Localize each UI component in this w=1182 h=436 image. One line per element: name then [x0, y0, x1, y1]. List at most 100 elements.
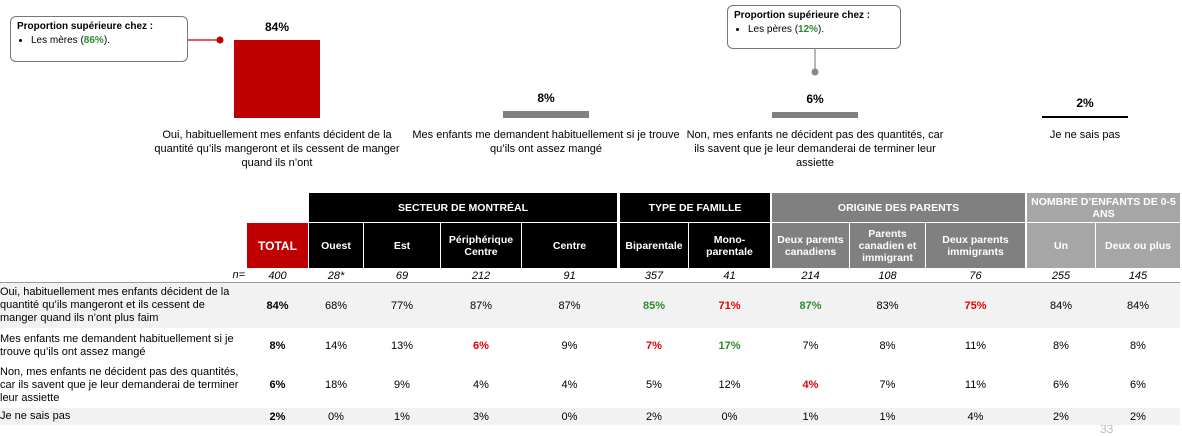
cell: 4%	[967, 410, 984, 423]
cell: 6%	[473, 339, 489, 352]
row-label: Oui, habituellement mes enfants décident…	[0, 286, 230, 324]
cell: 0%	[721, 410, 738, 423]
cell: 11%	[964, 379, 987, 391]
cell: 2%	[1053, 410, 1069, 423]
cell: 84%	[1126, 299, 1150, 312]
column-header: Deux ou plus	[1096, 223, 1180, 268]
callout-list: Les mères (86%).	[17, 34, 181, 48]
cell: 2%	[1130, 410, 1146, 423]
category-label: Oui, habituellement mes enfants décident…	[154, 129, 400, 169]
cell: 8%	[1130, 339, 1146, 352]
callout-highlight: 12%	[798, 24, 819, 35]
cell: 77%	[390, 299, 414, 312]
row-bg	[0, 283, 1180, 328]
column-header: Est	[364, 223, 440, 268]
callout-heading: Proportion supérieure chez :	[734, 10, 871, 21]
connector-dot	[216, 36, 224, 44]
rule	[0, 282, 1180, 283]
callout-item: Les mères (86%).	[31, 34, 181, 48]
cell: 17%	[718, 339, 741, 352]
cell: 75%	[964, 299, 987, 312]
cell: 9%	[394, 379, 410, 391]
cell: 84%	[1049, 299, 1073, 312]
cell: 8%	[879, 339, 896, 352]
bar	[772, 112, 858, 118]
cell: 4%	[473, 379, 489, 391]
cell: 0%	[328, 410, 344, 423]
value-label: 8%	[537, 90, 555, 105]
category-label: Mes enfants me demandent habituellement …	[412, 129, 680, 155]
column-header: Un	[1027, 223, 1095, 268]
n-cell: 255	[1051, 269, 1071, 282]
n-cell: 41	[723, 269, 736, 282]
cell: 1%	[802, 410, 819, 423]
cell: 14%	[324, 339, 348, 352]
row-label: Mes enfants me demandent habituellement …	[0, 332, 234, 358]
cell: 2%	[646, 410, 662, 423]
cell: 8%	[1053, 339, 1069, 352]
cell: 87%	[469, 299, 493, 312]
cell: 5%	[646, 379, 662, 391]
n-cell: 400	[268, 269, 287, 282]
group-header: SECTEUR DE MONTRÉAL	[309, 193, 617, 222]
connectors	[188, 36, 819, 76]
cell: 1%	[879, 410, 896, 423]
n-cell: 212	[471, 269, 491, 282]
cell: 1%	[394, 410, 410, 423]
cell: 11%	[964, 339, 987, 352]
column-header: Mono-parentale	[689, 223, 770, 268]
n-cell: 357	[644, 269, 664, 282]
callout-text: Les mères (	[31, 35, 84, 46]
n-label: n=	[232, 269, 245, 281]
callout: Proportion supérieure chez : Les mères (…	[10, 16, 188, 62]
category-label: Je ne sais pas	[1049, 129, 1121, 141]
group-header: TYPE DE FAMILLE	[620, 193, 770, 222]
row-label: Non, mes enfants ne décident pas des qua…	[0, 365, 239, 404]
column-header: Périphérique Centre	[441, 223, 521, 268]
cell: 6%	[269, 379, 286, 391]
value-label: 6%	[806, 92, 824, 107]
cell: 83%	[876, 299, 899, 312]
n-cell: 145	[1128, 269, 1148, 282]
callout-text: ).	[818, 24, 825, 35]
cell: 4%	[561, 379, 578, 391]
cell: 6%	[1130, 379, 1146, 391]
row-label: Je ne sais pas	[0, 410, 71, 422]
cell: 18%	[324, 379, 348, 391]
column-header: TOTAL	[247, 223, 308, 268]
row-bg	[0, 363, 1180, 407]
cell: 12%	[718, 379, 741, 391]
callout: Proportion supérieure chez : Les pères (…	[727, 5, 901, 49]
cell: 4%	[802, 379, 819, 391]
callout-list: Les pères (12%).	[734, 23, 894, 37]
n-cell: 108	[878, 269, 897, 282]
row-bg	[0, 329, 1180, 362]
value-label: 2%	[1076, 96, 1094, 111]
column-header: Deux parents immigrants	[926, 223, 1025, 268]
page-number: 33	[1100, 422, 1114, 436]
bar	[1042, 116, 1128, 118]
callout-heading: Proportion supérieure chez :	[17, 21, 154, 32]
cell: 6%	[1053, 379, 1069, 391]
cell: 0%	[561, 410, 578, 423]
cell: 84%	[266, 299, 289, 312]
row-bg	[0, 408, 1180, 425]
connector-dot	[811, 68, 819, 76]
cell: 68%	[324, 299, 348, 312]
callout-text: ).	[103, 35, 110, 46]
n-cell: 69	[395, 269, 409, 282]
group-header: ORIGINE DES PARENTS	[772, 193, 1025, 222]
category-label: Non, mes enfants ne décident pas des qua…	[686, 129, 944, 169]
cell: 87%	[799, 299, 822, 312]
n-cell: 214	[801, 269, 820, 282]
column-header: Parents canadien et immigrant	[850, 223, 925, 268]
cell: 71%	[718, 299, 741, 312]
callout-item: Les pères (12%).	[748, 23, 894, 37]
group-header: NOMBRE D’ENFANTS DE 0-5 ANS	[1027, 193, 1180, 222]
callout-text: Les pères (	[748, 24, 799, 35]
cell: 7%	[879, 379, 896, 391]
column-header: Ouest	[309, 223, 363, 268]
column-header: Biparentale	[620, 223, 688, 268]
callout-highlight: 86%	[83, 35, 104, 46]
